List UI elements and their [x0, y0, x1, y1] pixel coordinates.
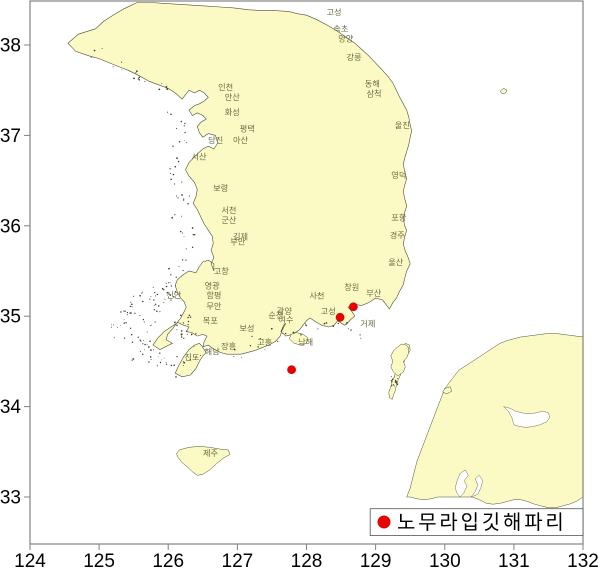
- svg-text:37: 37: [0, 126, 21, 147]
- svg-text:126: 126: [152, 551, 184, 572]
- svg-text:128: 128: [291, 551, 323, 572]
- svg-text:124: 124: [14, 551, 46, 572]
- svg-text:부안: 부안: [230, 237, 246, 247]
- svg-text:130: 130: [429, 551, 461, 572]
- svg-text:36: 36: [0, 216, 21, 237]
- svg-text:고성: 고성: [321, 307, 336, 316]
- svg-text:38: 38: [0, 36, 21, 57]
- svg-text:신안: 신안: [166, 290, 182, 300]
- svg-text:거제: 거제: [360, 320, 375, 329]
- svg-text:남해: 남해: [298, 337, 313, 347]
- svg-text:서산: 서산: [192, 152, 208, 162]
- svg-text:삼척: 삼척: [367, 89, 382, 99]
- svg-text:영덕: 영덕: [391, 170, 406, 180]
- svg-text:127: 127: [222, 551, 254, 572]
- svg-text:35: 35: [0, 307, 21, 328]
- svg-text:고창: 고창: [214, 267, 230, 276]
- svg-text:제주: 제주: [203, 449, 219, 458]
- svg-text:인천: 인천: [218, 82, 233, 92]
- svg-text:고성: 고성: [327, 8, 342, 17]
- svg-text:서천: 서천: [221, 205, 236, 215]
- svg-text:34: 34: [0, 397, 21, 418]
- svg-text:군산: 군산: [221, 215, 237, 225]
- svg-text:함평: 함평: [206, 290, 221, 300]
- svg-text:부산: 부산: [366, 288, 382, 298]
- svg-text:노무라입깃해파리: 노무라입깃해파리: [397, 511, 567, 534]
- svg-text:고흥: 고흥: [257, 337, 273, 347]
- svg-text:당진: 당진: [208, 135, 223, 145]
- svg-text:창원: 창원: [344, 283, 359, 292]
- svg-text:양양: 양양: [338, 34, 354, 44]
- svg-text:울진: 울진: [395, 120, 410, 130]
- svg-text:속초: 속초: [333, 25, 349, 34]
- svg-text:포항: 포항: [391, 214, 407, 223]
- svg-text:보성: 보성: [239, 324, 254, 333]
- svg-text:129: 129: [360, 551, 392, 572]
- svg-text:132: 132: [567, 551, 599, 572]
- svg-text:아산: 아산: [233, 135, 249, 145]
- svg-text:경주: 경주: [390, 230, 406, 240]
- svg-text:사천: 사천: [309, 290, 324, 300]
- svg-text:영광: 영광: [205, 281, 221, 291]
- svg-text:131: 131: [498, 551, 530, 572]
- svg-text:안산: 안산: [225, 92, 241, 102]
- svg-text:평택: 평택: [240, 123, 255, 133]
- svg-text:진도: 진도: [185, 352, 201, 362]
- svg-text:보령: 보령: [213, 184, 228, 193]
- svg-text:해남: 해남: [205, 347, 221, 357]
- svg-text:33: 33: [0, 488, 21, 509]
- svg-text:무안: 무안: [206, 301, 222, 311]
- svg-text:목포: 목포: [203, 316, 219, 325]
- svg-text:강릉: 강릉: [347, 52, 363, 62]
- svg-text:125: 125: [83, 551, 115, 572]
- svg-text:울산: 울산: [388, 257, 404, 267]
- svg-text:동해: 동해: [365, 79, 380, 89]
- svg-text:화성: 화성: [225, 108, 240, 117]
- svg-text:광양: 광양: [277, 306, 293, 316]
- svg-text:여수: 여수: [278, 315, 294, 325]
